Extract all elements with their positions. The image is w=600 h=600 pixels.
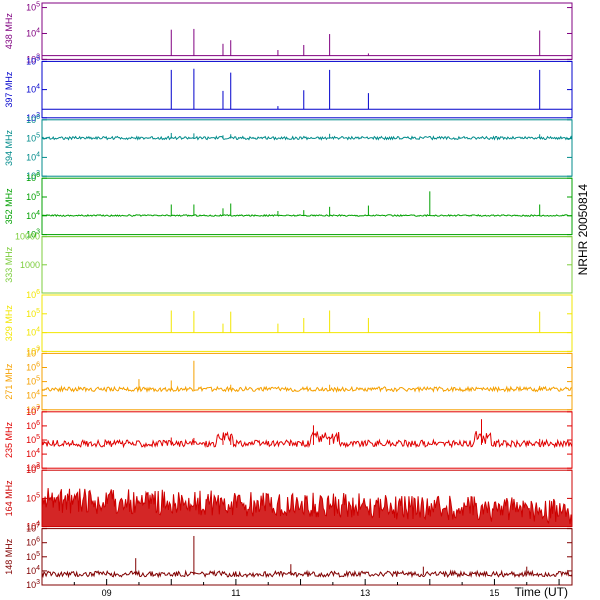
panel-label: 164 MHz — [4, 480, 14, 517]
y-tick-label: 107 — [26, 523, 40, 534]
panel-label: 394 MHz — [4, 129, 14, 166]
panel-397-mhz: 103 104 105 397 MHz — [4, 55, 573, 123]
y-tick-label: 1000 — [20, 260, 40, 270]
panel-frame — [41, 119, 573, 177]
panel-frame — [41, 411, 573, 469]
panel-438-mhz: 103 104 105 438 MHz — [4, 2, 573, 64]
y-tick-label: 105 — [26, 191, 40, 202]
panel-label: 235 MHz — [4, 421, 14, 458]
panel-164-mhz: 104 105 106 164 MHz — [4, 464, 573, 532]
panel-frame — [41, 2, 573, 60]
y-tick-label: 103 — [26, 229, 40, 240]
panel-frame — [41, 294, 573, 352]
series-fill — [42, 488, 572, 527]
y-tick-label: 106 — [26, 114, 40, 125]
y-tick-label: 104 — [26, 84, 40, 95]
series-line — [41, 213, 573, 218]
x-tick-label: 11 — [231, 588, 240, 598]
panel-label: 352 MHz — [4, 188, 14, 225]
x-tick-label: 09 — [102, 588, 112, 598]
y-tick-label: 103 — [26, 112, 40, 123]
y-tick-label: 105 — [26, 376, 40, 387]
y-tick-label: 105 — [26, 2, 40, 13]
panel-frame — [41, 177, 573, 236]
y-tick-label: 105 — [26, 308, 40, 319]
y-tick-label: 103 — [26, 53, 40, 64]
y-tick-label: 106 — [26, 464, 40, 475]
y-tick-label: 104 — [26, 565, 40, 576]
y-tick-label: 104 — [26, 210, 40, 221]
panel-frame — [41, 236, 573, 294]
panel-352-mhz: 103 104 105 106 352 MHz — [4, 172, 573, 240]
panel-label: 148 MHz — [4, 538, 14, 575]
panel-148-mhz: 103 104 105 106 107 148 MHz — [4, 523, 573, 590]
y-tick-label: 105 — [26, 133, 40, 144]
y-tick-label: 103 — [26, 579, 40, 590]
y-tick-label: 107 — [26, 406, 40, 417]
y-tick-label: 10000 — [15, 232, 40, 242]
y-tick-label: 104 — [26, 390, 40, 401]
y-tick-label: 103 — [26, 462, 40, 473]
y-tick-label: 106 — [26, 537, 40, 548]
panel-label: 329 MHz — [4, 305, 14, 342]
y-tick-label: 105 — [26, 434, 40, 445]
panel-frame — [41, 352, 573, 411]
series-line — [41, 569, 573, 579]
x-axis-label: Time (UT) — [514, 585, 568, 599]
y-tick-label: 103 — [26, 345, 40, 356]
y-tick-label: 103 — [26, 170, 40, 181]
y-tick-label: 106 — [26, 289, 40, 300]
y-tick-label: 105 — [26, 551, 40, 562]
station-title: NRHR 20050814 — [576, 184, 590, 276]
x-tick-label: 15 — [489, 588, 499, 598]
y-tick-label: 105 — [26, 55, 40, 66]
panel-label: 271 MHz — [4, 363, 14, 400]
panel-label: 333 MHz — [4, 246, 14, 283]
y-tick-label: 104 — [26, 327, 40, 338]
panel-label: 397 MHz — [4, 71, 14, 108]
y-tick-label: 104 — [26, 151, 40, 162]
y-tick-label: 106 — [26, 172, 40, 183]
panel-271-mhz: 103 104 105 106 107 271 MHz — [4, 347, 573, 415]
series-line — [41, 385, 573, 393]
x-axis: 09 11 13 15 Time (UT) — [73, 579, 568, 599]
y-tick-label: 105 — [26, 492, 40, 503]
y-tick-label: 104 — [26, 521, 40, 532]
y-tick-label: 107 — [26, 347, 40, 358]
y-tick-label: 104 — [26, 27, 40, 38]
y-tick-label: 106 — [26, 362, 40, 373]
y-tick-label: 106 — [26, 420, 40, 431]
y-tick-label: 104 — [26, 448, 40, 459]
series-line — [41, 431, 573, 449]
panel-329-mhz: 103 104 105 106 329 MHz — [4, 289, 573, 356]
series-line — [41, 135, 573, 141]
panel-235-mhz: 103 104 105 106 107 235 MHz — [4, 406, 573, 473]
x-tick-label: 13 — [360, 588, 370, 598]
y-tick-label: 103 — [26, 404, 40, 415]
panel-label: 438 MHz — [4, 13, 14, 50]
panel-394-mhz: 103 104 105 106 394 MHz — [4, 114, 573, 181]
